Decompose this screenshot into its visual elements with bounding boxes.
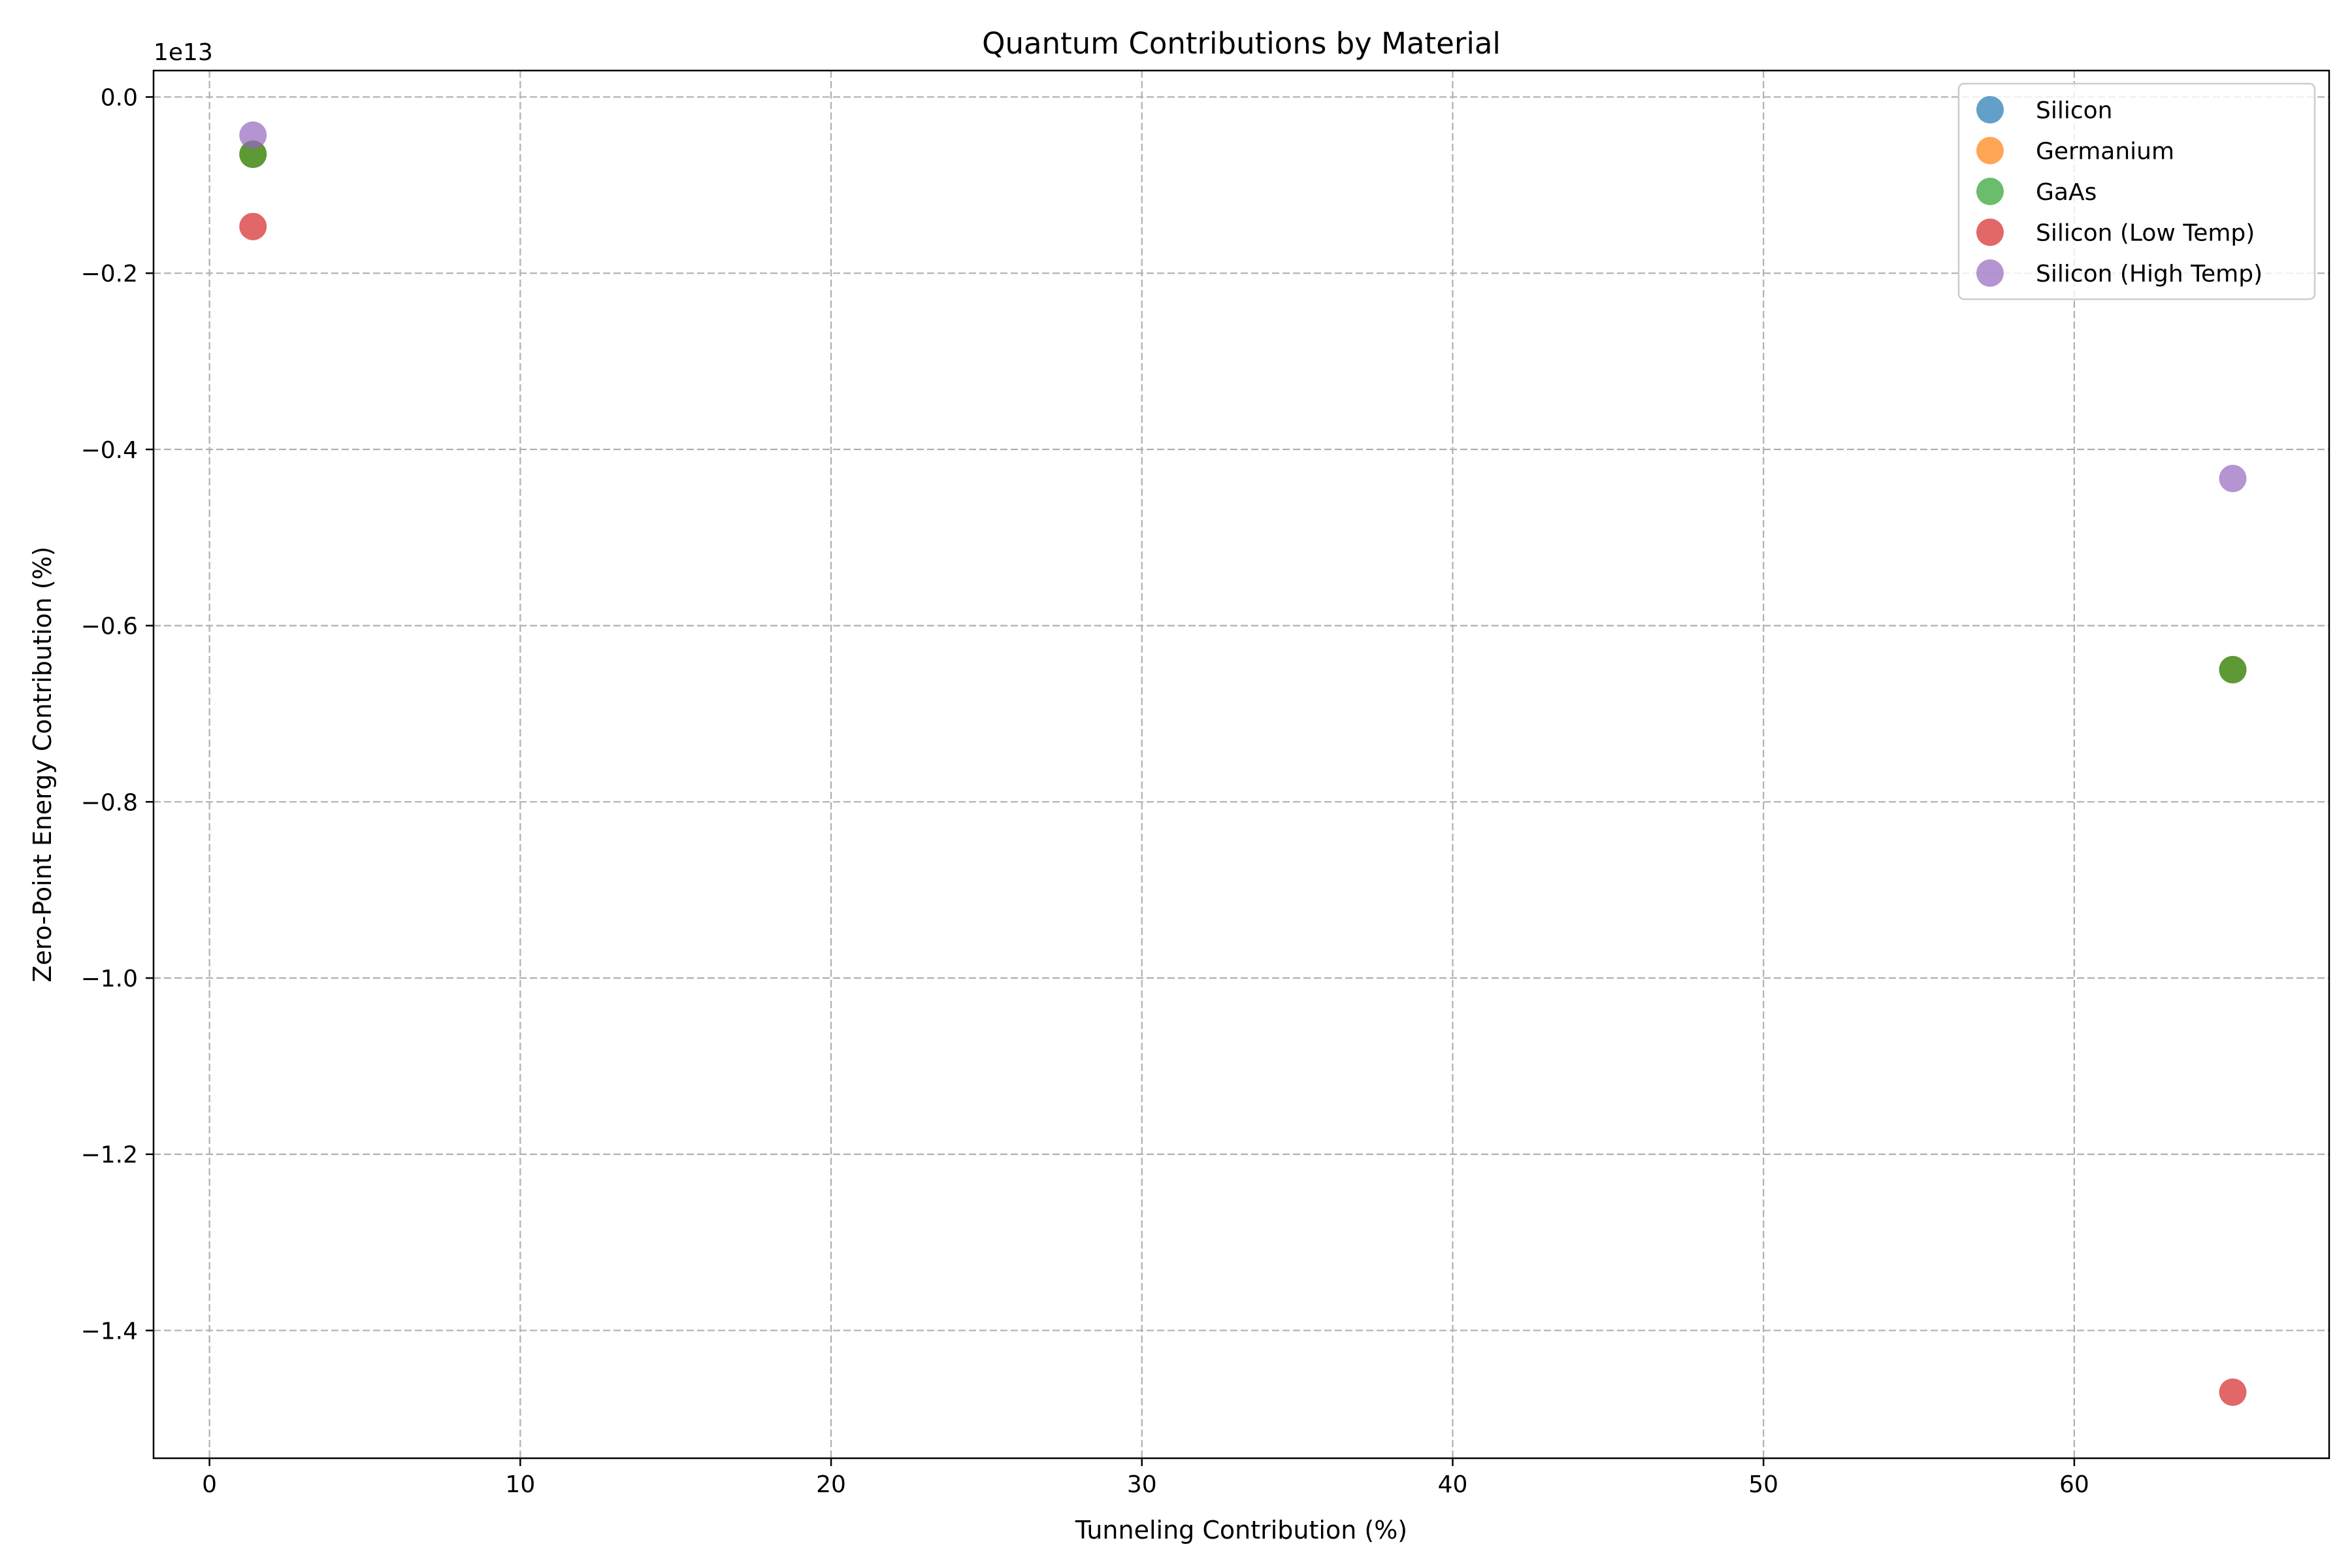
legend-label: GaAs <box>2036 179 2097 206</box>
y-tick-label: −0.6 <box>81 613 138 640</box>
x-tick-label: 50 <box>1748 1471 1778 1498</box>
data-point <box>239 212 267 240</box>
legend-label: Silicon <box>2036 97 2113 124</box>
x-tick-label: 30 <box>1127 1471 1157 1498</box>
axis-ticks: 0 10 20 30 40 50 60 0.0 −0.2 −0.4 −0.6 −0.8 −1.0 −1.2… <box>81 84 2089 1498</box>
grid <box>154 71 2329 1458</box>
data-point <box>2219 656 2247 684</box>
series-silicon-low-temp <box>239 212 2247 1406</box>
y-tick-label: 0.0 <box>101 84 138 111</box>
y-tick-label: −1.2 <box>81 1142 138 1169</box>
series-silicon-high-temp <box>239 121 2247 493</box>
y-tick-label: −0.4 <box>81 437 138 464</box>
legend-marker <box>1976 259 2004 287</box>
legend-item: Germanium <box>1976 137 2174 165</box>
legend-marker <box>1976 96 2004 123</box>
legend-label: Silicon (High Temp) <box>2036 261 2262 287</box>
legend-item: GaAs <box>1976 178 2097 206</box>
data-point <box>2219 465 2247 493</box>
legend-marker <box>1976 137 2004 165</box>
legend: Silicon Germanium GaAs Silicon (Low Temp) Si… <box>1957 82 2316 301</box>
x-tick-label: 40 <box>1438 1471 1468 1498</box>
x-axis-label: Tunneling Contribution (%) <box>1075 1516 1407 1544</box>
data-point <box>239 121 267 149</box>
x-tick-label: 20 <box>816 1471 846 1498</box>
chart-title: Quantum Contributions by Material <box>982 26 1501 61</box>
y-tick-label: −0.8 <box>81 789 138 816</box>
x-tick-label: 10 <box>505 1471 535 1498</box>
legend-marker <box>1976 218 2004 246</box>
legend-item: Silicon (High Temp) <box>1976 259 2262 287</box>
x-tick-label: 0 <box>202 1471 217 1498</box>
y-axis-offset-label: 1e13 <box>154 39 213 66</box>
y-tick-label: −1.4 <box>81 1318 138 1345</box>
legend-item: Silicon (Low Temp) <box>1976 218 2255 247</box>
x-tick-label: 60 <box>2059 1471 2089 1498</box>
legend-label: Silicon (Low Temp) <box>2036 220 2255 247</box>
y-tick-label: −0.2 <box>81 261 138 287</box>
series-gaas <box>239 140 2247 684</box>
legend-box <box>1957 82 2316 301</box>
data-point <box>239 140 267 169</box>
legend-marker <box>1976 178 2004 205</box>
plot-area-frame <box>152 69 2330 1460</box>
data-points <box>239 121 2247 1406</box>
y-axis-label: Zero-Point Energy Contribution (%) <box>28 546 57 982</box>
data-point <box>2219 1378 2247 1406</box>
y-tick-label: −1.0 <box>81 966 138 992</box>
legend-label: Germanium <box>2036 139 2174 165</box>
legend-item: Silicon <box>1976 96 2113 124</box>
